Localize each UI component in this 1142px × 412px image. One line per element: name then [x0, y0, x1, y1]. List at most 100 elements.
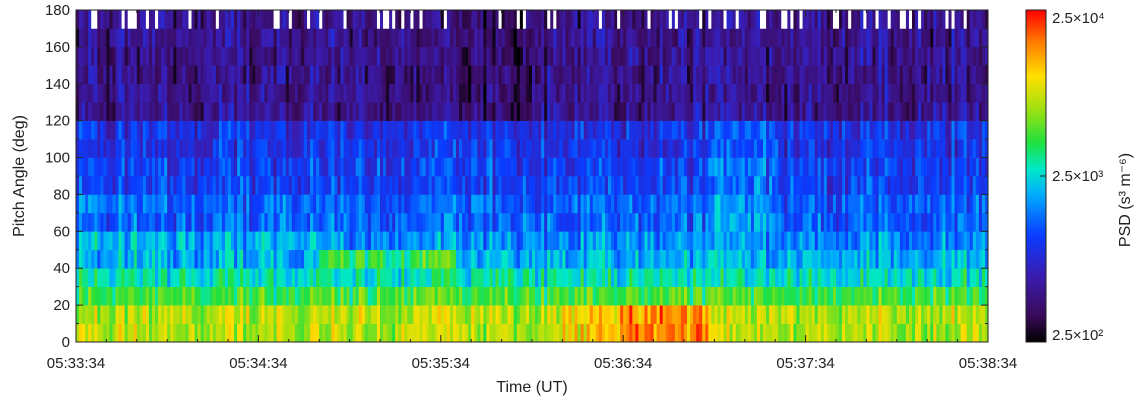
heatmap-cell [638, 65, 642, 85]
heatmap-cell [392, 249, 396, 269]
heatmap-cell [620, 10, 624, 29]
heatmap-cell [127, 65, 132, 85]
heatmap-cell [842, 249, 846, 269]
heatmap-cell [817, 268, 822, 287]
heatmap-cell [869, 231, 873, 251]
heatmap-cell [164, 249, 168, 269]
heatmap-cell [620, 46, 624, 66]
heatmap-cell [820, 268, 825, 287]
heatmap-cell [890, 249, 895, 269]
heatmap-cell [899, 231, 904, 251]
heatmap-cell [364, 65, 369, 85]
heatmap-cell [854, 83, 858, 103]
heatmap-cell [884, 46, 889, 66]
heatmap-cell [234, 268, 238, 287]
heatmap-cell [155, 102, 159, 121]
heatmap-cell [258, 120, 262, 140]
heatmap-cell [577, 102, 582, 121]
heatmap-cell [325, 46, 329, 66]
heatmap-cell [395, 231, 399, 251]
heatmap-cell [465, 46, 469, 66]
heatmap-cell [893, 323, 898, 343]
heatmap-cell [85, 194, 89, 214]
heatmap-cell [747, 10, 752, 29]
heatmap-cell [532, 10, 536, 29]
heatmap-cell [528, 286, 533, 306]
heatmap-cell [176, 120, 180, 140]
heatmap-cell [902, 231, 907, 251]
heatmap-cell [252, 176, 256, 195]
heatmap-cell [76, 46, 80, 66]
heatmap-cell [535, 28, 539, 48]
heatmap-cell [766, 120, 770, 140]
heatmap-cell [747, 120, 752, 140]
heatmap-cell [428, 83, 433, 103]
heatmap-cell [808, 46, 813, 66]
heatmap-cell [708, 65, 712, 85]
heatmap-cell [684, 157, 688, 177]
heatmap-cell [711, 305, 715, 324]
heatmap-cell [474, 176, 478, 195]
heatmap-cell [367, 46, 372, 66]
heatmap-cell [781, 83, 785, 103]
heatmap-cell [136, 249, 141, 269]
heatmap-cell [562, 120, 566, 140]
heatmap-cell [173, 194, 177, 214]
heatmap-cell [884, 268, 889, 287]
heatmap-cell [802, 194, 806, 214]
heatmap-cell [449, 157, 454, 177]
heatmap-cell [732, 323, 737, 343]
heatmap-cell [407, 212, 411, 232]
heatmap-cell [395, 83, 399, 103]
heatmap-cell [580, 83, 585, 103]
heatmap-cell [346, 249, 350, 269]
heatmap-cell [398, 65, 402, 85]
heatmap-cell [346, 194, 350, 214]
heatmap-cell [908, 102, 913, 121]
heatmap-cell [407, 305, 411, 324]
heatmap-cell [632, 231, 636, 251]
heatmap-cell [677, 268, 682, 287]
heatmap-cell [635, 139, 639, 158]
heatmap-cell [550, 305, 554, 324]
heatmap-cell [197, 102, 202, 121]
heatmap-cell [370, 10, 375, 29]
heatmap-cell [164, 323, 168, 343]
heatmap-cell [677, 249, 682, 269]
heatmap-cell [598, 120, 603, 140]
heatmap-cell [541, 305, 545, 324]
heatmap-cell [152, 28, 156, 48]
heatmap-cell [778, 157, 782, 177]
heatmap-cell [243, 231, 247, 251]
heatmap-cell [772, 323, 776, 343]
heatmap-cell [474, 102, 478, 121]
heatmap-cell [304, 46, 308, 66]
heatmap-cell [659, 10, 664, 29]
heatmap-cell [212, 102, 217, 121]
heatmap-cell [823, 46, 828, 66]
heatmap-cell [355, 65, 360, 85]
heatmap-cell [854, 28, 858, 48]
heatmap-cell [860, 268, 864, 287]
heatmap-cell [799, 120, 803, 140]
heatmap-cell [437, 305, 442, 324]
heatmap-cell [261, 157, 265, 177]
heatmap-cell [145, 323, 150, 343]
heatmap-cell [452, 305, 457, 324]
heatmap-cell [501, 83, 506, 103]
heatmap-cell [425, 249, 430, 269]
heatmap-cell [769, 268, 773, 287]
heatmap-cell [714, 323, 718, 343]
heatmap-cell [94, 305, 98, 324]
heatmap-cell [373, 268, 378, 287]
heatmap-cell [565, 120, 569, 140]
heatmap-cell [860, 65, 864, 85]
heatmap-cell [264, 83, 268, 103]
heatmap-cell [504, 139, 509, 158]
heatmap-cell [778, 65, 782, 85]
heatmap-cell [176, 194, 180, 214]
heatmap-cell [285, 305, 290, 324]
heatmap-cell [790, 323, 794, 343]
heatmap-cell [480, 28, 484, 48]
heatmap-cell [148, 249, 153, 269]
